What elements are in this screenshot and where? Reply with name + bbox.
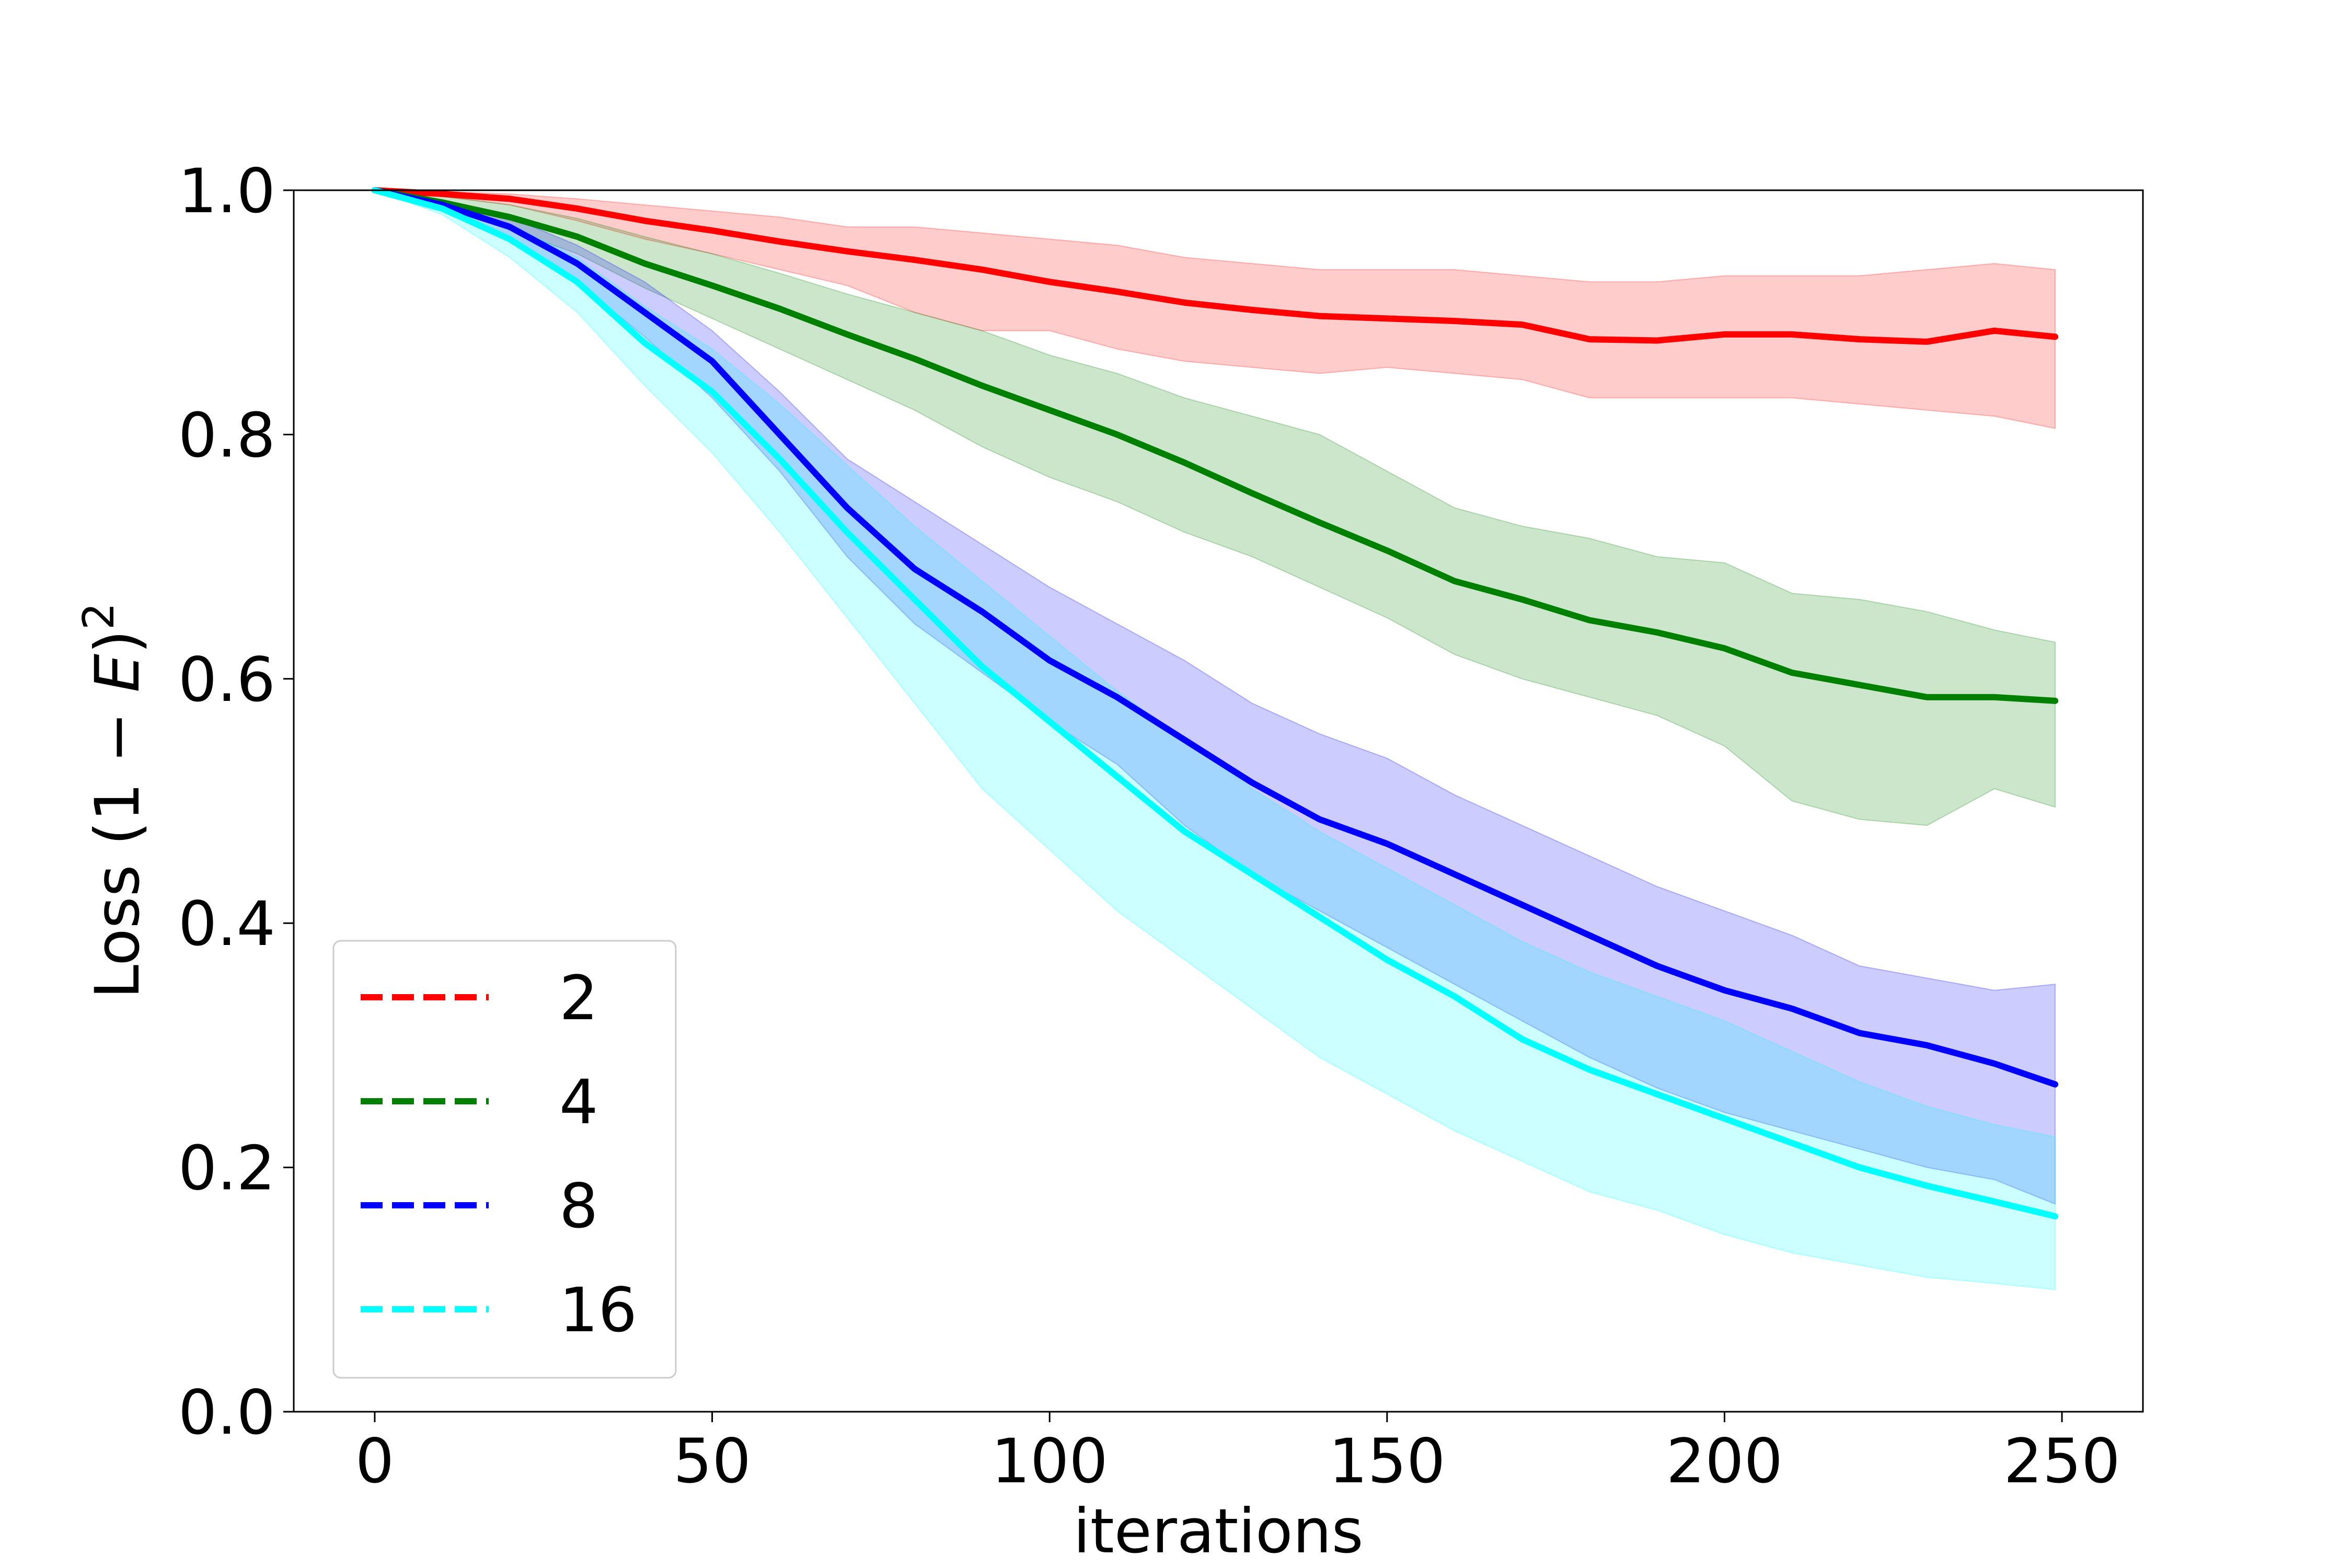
band-series-8 <box>374 190 2056 1205</box>
legend-frame <box>332 940 677 1379</box>
y-axis-title-exponent: 2 <box>74 603 124 630</box>
legend-label-8: 8 <box>559 1170 598 1242</box>
x-axis: 0 50 100 150 200 250 <box>355 1412 2120 1497</box>
x-tick-label: 50 <box>673 1425 751 1497</box>
y-tick-label: 0.6 <box>178 644 275 716</box>
x-tick-label: 100 <box>991 1425 1108 1497</box>
legend-label-16: 16 <box>559 1274 637 1346</box>
y-tick-label: 0.0 <box>178 1377 275 1448</box>
band-series-2 <box>374 190 2056 429</box>
legend-label-4: 4 <box>559 1066 598 1138</box>
y-tick-label: 0.2 <box>178 1133 275 1204</box>
legend: 2 4 8 16 <box>332 940 677 1379</box>
y-axis-title: Loss (1 − E)2 <box>74 603 153 999</box>
line-series-2 <box>371 187 2059 345</box>
x-tick-label: 0 <box>355 1425 394 1497</box>
band-series-4 <box>374 190 2056 826</box>
y-axis-title-prefix: Loss (1 − <box>82 693 153 999</box>
line-series-16 <box>371 187 2059 1220</box>
confidence-bands <box>374 190 2056 1290</box>
plot-frame <box>293 189 2144 1413</box>
legend-label-2: 2 <box>559 962 598 1034</box>
x-tick-label: 200 <box>1666 1425 1783 1497</box>
y-axis: 0.0 0.2 0.4 0.6 0.8 1.0 <box>178 155 294 1448</box>
y-axis-title-variable: E <box>82 654 153 693</box>
line-series-4 <box>371 187 2059 704</box>
x-tick-label: 250 <box>2003 1425 2120 1497</box>
series-lines <box>371 187 2059 1220</box>
y-axis-title-suffix: ) <box>82 630 153 654</box>
line-series-8 <box>371 187 2059 1088</box>
x-axis-title: iterations <box>1073 1495 1363 1567</box>
y-tick-label: 0.8 <box>178 399 275 471</box>
x-tick-label: 150 <box>1329 1425 1445 1497</box>
y-tick-label: 1.0 <box>178 155 275 227</box>
y-tick-label: 0.4 <box>178 888 275 960</box>
